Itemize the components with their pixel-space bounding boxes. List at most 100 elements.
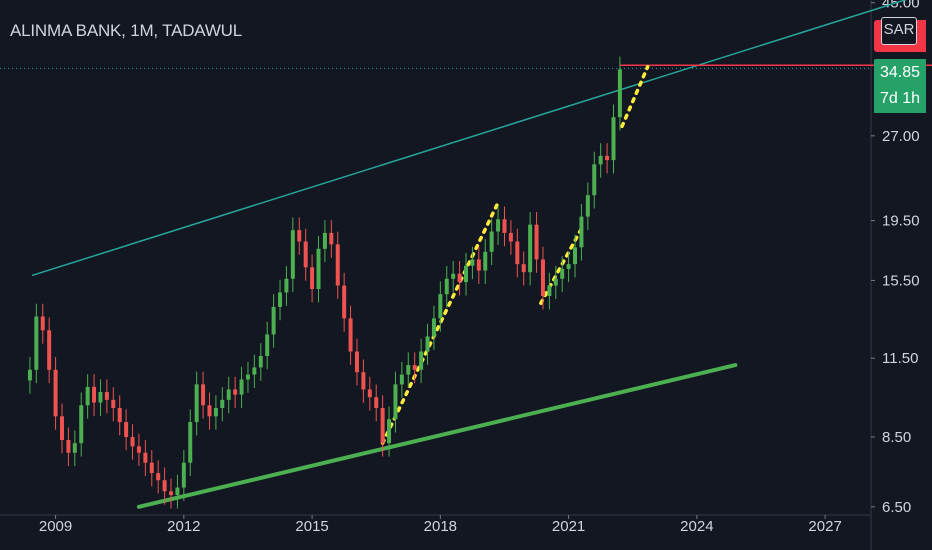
candle-body [553,278,558,286]
time-axis-label: 2021 [552,518,585,535]
candle-body [265,334,270,356]
candle-body [579,216,584,248]
candle-body [508,232,513,242]
plot-area [0,0,871,515]
candle-body [284,278,289,293]
currency-button[interactable]: SAR [881,17,917,45]
candle-body [483,251,488,271]
candle-body [489,231,494,252]
candle-body [303,241,308,268]
candle-body [149,462,154,474]
candle-body [226,389,231,400]
price-axis-label: 19.50 [882,213,920,230]
bar-countdown-badge: 7d 1h [874,87,926,113]
candle-body [47,330,52,370]
candle-body [59,416,64,441]
price-axis-label: 45.00 [882,0,920,12]
candle-body [143,452,148,463]
candle-body [130,436,135,447]
candle-body [457,273,462,283]
price-axis-label: 8.50 [882,429,911,446]
candle-body [387,419,392,444]
candle-body [40,316,45,331]
candle-body [560,268,565,279]
time-axis-label: 2009 [39,518,72,535]
lower-channel-line [136,363,738,509]
last-price-badge: 34.85 [874,59,926,87]
candle-body [111,399,116,408]
candle-body [502,219,507,233]
candle-body [573,247,578,265]
candle-body [271,306,276,335]
candle-body [335,244,340,286]
candle-body [419,351,424,370]
candle-body [367,389,372,398]
candle-body [361,372,366,390]
chart-title: ALINMA BANK, 1M, TADAWUL [10,21,242,40]
candle-body [316,248,321,289]
time-axis-label: 2024 [680,518,713,535]
candle-body [188,422,193,463]
candle-body [354,351,359,373]
time-axis-label: 2012 [167,518,200,535]
candle-body [117,407,122,423]
candle-body [605,155,610,161]
candle-body [566,264,571,269]
candle-body [598,155,603,165]
candle-body [438,294,443,319]
candle-body [528,224,533,273]
candle-body [258,355,263,368]
candle-body [297,230,302,242]
candle-body [98,392,103,403]
candle-body [220,399,225,408]
candle-body [66,440,71,453]
candle-body [617,69,622,118]
candle-body [611,117,616,161]
candle-body [278,292,283,307]
projection-3-line [620,64,650,129]
candle-body [136,446,141,453]
time-axis-label: 2015 [295,518,328,535]
candle-body [169,491,174,496]
candle-body [162,480,167,492]
candle-body [444,278,449,295]
candle-body [380,407,385,444]
price-axis-label: 11.50 [882,350,918,367]
time-axis-label: 2018 [424,518,457,535]
candle-body [194,384,199,423]
candle-body [124,422,129,437]
candle-body [104,392,109,400]
candle-body [393,384,398,420]
candle-body [252,367,257,375]
candle-body [310,267,315,289]
candle-body [156,473,161,481]
candle-body [85,386,90,406]
candle-body [290,230,295,279]
candle-body [92,386,97,403]
candle-body [329,232,334,245]
price-axis-label: 15.50 [882,272,920,289]
candle-body [213,407,218,417]
upper-channel-line [31,0,908,277]
candle-body [342,285,347,319]
candle-body [348,318,353,352]
candle-body [34,316,39,370]
candle-body [515,241,520,265]
candle-body [521,264,526,273]
candle-body [534,224,539,260]
candle-body [476,259,481,271]
candle-body [412,365,417,370]
candle-body [496,219,501,232]
candle-body [451,273,456,279]
candle-body [592,164,597,196]
price-axis-label: 6.50 [882,499,911,516]
candle-body [470,259,475,266]
candle-body [79,405,84,444]
candle-body [239,379,244,395]
candle-body [425,336,430,352]
candle-body [406,365,411,375]
candle-body [547,285,552,297]
candle-body [322,232,327,249]
price-axis-label: 27.00 [882,128,920,145]
